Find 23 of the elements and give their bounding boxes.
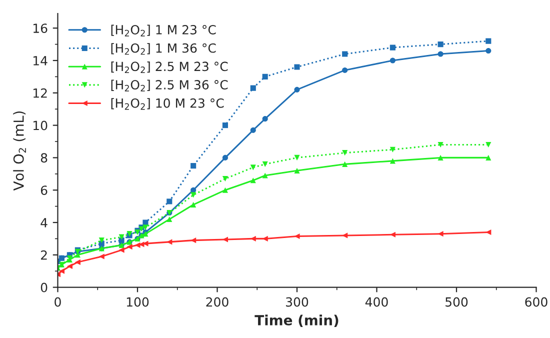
y-tick-label: 0 bbox=[40, 282, 48, 292]
x-tick-label: 0 bbox=[54, 297, 61, 307]
y-tick-label: 6 bbox=[40, 186, 48, 196]
y-tick-label: 12 bbox=[33, 88, 47, 98]
x-tick-label: 200 bbox=[206, 297, 228, 307]
legend-label: [H$_{2}$O$_{2}$] 2.5 M 23 °C bbox=[111, 61, 228, 74]
y-tick-label: 10 bbox=[33, 120, 48, 130]
x-tick-label: 500 bbox=[446, 297, 468, 307]
legend-label: [H$_{2}$O$_{2}$] 2.5 M 36 °C bbox=[111, 80, 228, 92]
x-tick-label: 600 bbox=[525, 297, 548, 307]
y-tick-label: 14 bbox=[33, 56, 48, 66]
x-axis-title: Time (min) bbox=[254, 314, 338, 328]
y-axis-title: Vol O$_{2}$ (mL) bbox=[13, 111, 26, 191]
legend-label: [H$_{2}$O$_{2}$] 1 M 36 °C bbox=[111, 43, 216, 55]
legend-label: [H$_{2}$O$_{2}$] 1 M 23 °C bbox=[111, 24, 216, 36]
y-tick-label: 2 bbox=[40, 250, 47, 260]
legend-label: [H$_{2}$O$_{2}$] 10 M 23 °C bbox=[111, 98, 224, 110]
y-tick-label: 16 bbox=[33, 24, 48, 34]
x-tick-label: 100 bbox=[126, 297, 149, 307]
x-tick-label: 400 bbox=[365, 297, 388, 307]
y-tick-label: 8 bbox=[40, 153, 48, 163]
x-tick-label: 300 bbox=[286, 297, 308, 307]
y-tick-label: 4 bbox=[40, 218, 48, 228]
